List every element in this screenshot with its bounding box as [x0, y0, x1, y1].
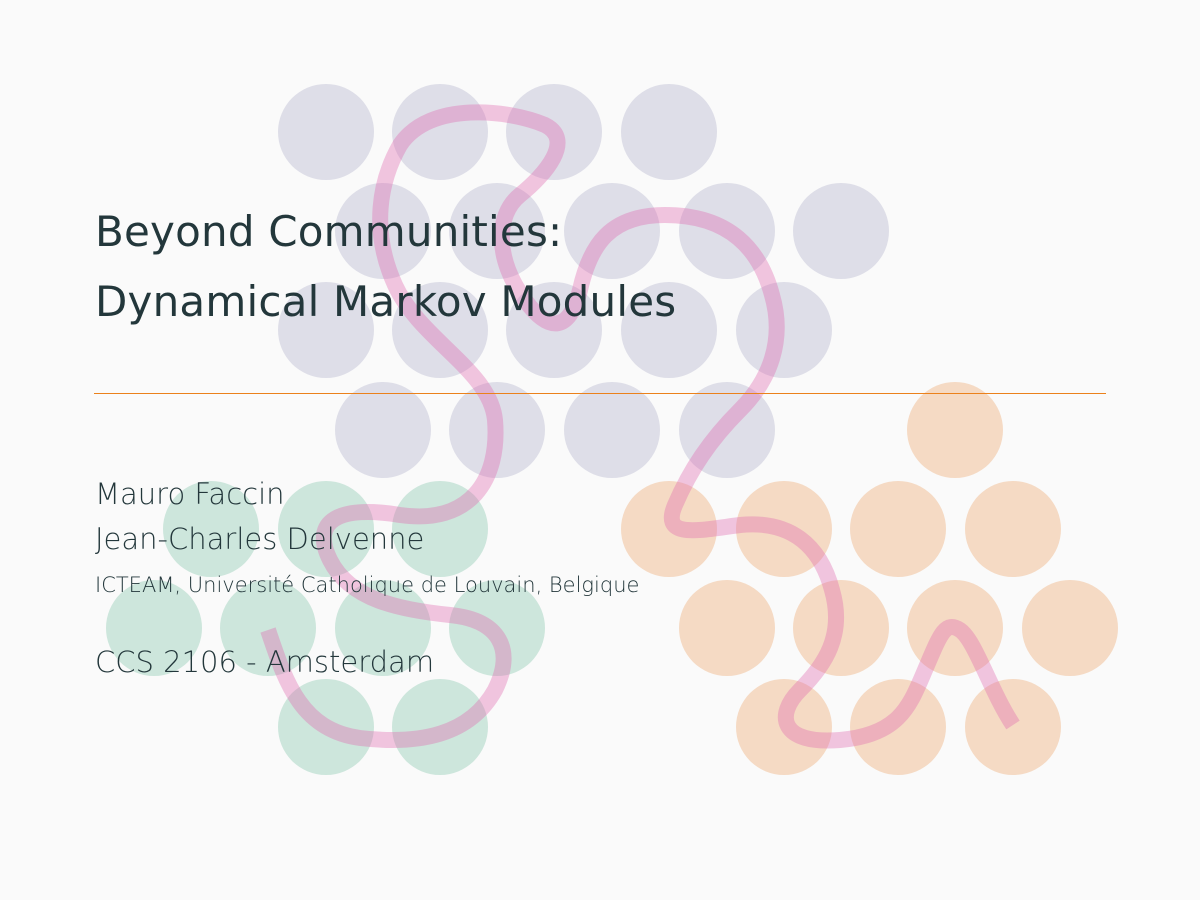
- node: [335, 183, 431, 279]
- orange-module-nodes: [621, 382, 1118, 775]
- node: [506, 84, 602, 180]
- node: [621, 84, 717, 180]
- author-name: Jean-Charles Delvenne: [95, 522, 425, 556]
- node: [278, 84, 374, 180]
- node: [736, 282, 832, 378]
- node: [392, 481, 488, 577]
- node: [392, 84, 488, 180]
- node: [449, 580, 545, 676]
- node: [392, 679, 488, 775]
- node: [793, 183, 889, 279]
- node: [163, 481, 259, 577]
- green-module-nodes: [106, 481, 545, 775]
- node: [621, 282, 717, 378]
- node: [106, 580, 202, 676]
- node: [335, 580, 431, 676]
- node: [220, 580, 316, 676]
- node: [1022, 580, 1118, 676]
- random-walk-path: [260, 104, 1020, 749]
- node: [907, 382, 1003, 478]
- node: [736, 481, 832, 577]
- title-divider: [94, 393, 1106, 394]
- node: [449, 382, 545, 478]
- author-name: Mauro Faccin: [95, 477, 285, 511]
- node: [335, 382, 431, 478]
- node: [850, 481, 946, 577]
- node: [965, 679, 1061, 775]
- purple-module-nodes: [278, 84, 889, 478]
- node: [564, 183, 660, 279]
- node: [679, 183, 775, 279]
- node: [679, 382, 775, 478]
- node: [679, 580, 775, 676]
- node: [278, 481, 374, 577]
- node: [907, 580, 1003, 676]
- node: [278, 282, 374, 378]
- node: [621, 481, 717, 577]
- node: [392, 282, 488, 378]
- slide-title-line-1: Beyond Communities:: [95, 207, 563, 256]
- node: [506, 282, 602, 378]
- node: [965, 481, 1061, 577]
- institute-affiliation: ICTEAM, Université Catholique de Louvain…: [95, 573, 640, 597]
- node: [736, 679, 832, 775]
- event-name: CCS 2106 - Amsterdam: [95, 645, 435, 679]
- node: [564, 382, 660, 478]
- slide-title-line-2: Dynamical Markov Modules: [95, 277, 677, 326]
- node: [449, 183, 545, 279]
- node: [278, 679, 374, 775]
- node: [850, 679, 946, 775]
- node: [793, 580, 889, 676]
